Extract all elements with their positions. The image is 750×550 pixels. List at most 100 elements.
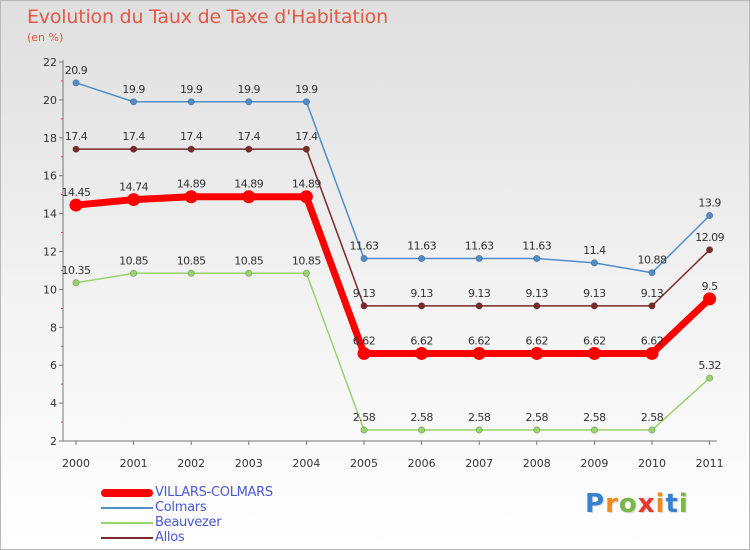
data-point-allos <box>302 145 310 153</box>
legend-item-villars-colmars: VILLARS-COLMARS <box>101 485 361 500</box>
legend-swatch-villars-colmars <box>101 489 153 497</box>
data-label-villars-colmars: 9.5 <box>702 280 718 293</box>
x-tick-label: 2011 <box>696 457 724 470</box>
chart-subtitle: (en %) <box>27 31 64 44</box>
data-point-villars-colmars <box>472 346 486 360</box>
legend-label-allos: Allos <box>155 530 185 545</box>
data-point-beauvezer <box>648 426 656 434</box>
series-line-colmars <box>75 82 711 274</box>
series-line-beauvezer <box>75 272 711 431</box>
data-point-colmars <box>245 98 253 106</box>
data-label-beauvezer: 10.85 <box>292 254 321 267</box>
data-label-beauvezer: 2.58 <box>526 411 549 424</box>
data-point-allos <box>72 145 80 153</box>
data-label-colmars: 10.88 <box>638 254 667 267</box>
data-label-allos: 17.4 <box>122 130 145 143</box>
data-point-beauvezer <box>187 269 195 277</box>
data-label-beauvezer: 10.85 <box>119 254 148 267</box>
x-tick-label: 2002 <box>177 457 205 470</box>
legend-label-colmars: Colmars <box>155 500 207 515</box>
data-label-colmars: 11.4 <box>583 244 606 257</box>
proxiti-logo: Proxiti <box>585 489 689 519</box>
data-label-colmars: 11.63 <box>465 240 494 253</box>
y-tick-label: 14 <box>43 208 57 221</box>
data-label-colmars: 20.9 <box>65 64 88 77</box>
data-label-allos: 9.13 <box>526 287 549 300</box>
y-tick-label: 22 <box>43 56 57 69</box>
y-tick-label: 4 <box>50 397 57 410</box>
data-point-villars-colmars <box>69 198 83 212</box>
data-point-allos <box>475 302 483 310</box>
data-label-beauvezer: 5.32 <box>698 359 721 372</box>
data-label-colmars: 11.63 <box>407 240 436 253</box>
data-point-allos <box>360 302 368 310</box>
data-point-villars-colmars <box>415 346 429 360</box>
data-point-beauvezer <box>705 374 714 382</box>
y-tick-label: 20 <box>43 94 57 107</box>
x-tick-label: 2007 <box>465 457 493 470</box>
data-label-allos: 17.4 <box>238 130 261 143</box>
data-point-villars-colmars <box>242 190 256 204</box>
data-point-allos <box>590 302 599 310</box>
chart-axes: 2 4 6 8 10 12 14 16 18 20 22 2000 2001 2002 2003 2004 20… <box>43 56 724 470</box>
data-label-villars-colmars: 14.74 <box>119 181 148 194</box>
data-label-beauvezer: 2.58 <box>641 411 664 424</box>
data-label-allos: 9.13 <box>353 287 376 300</box>
data-point-beauvezer <box>475 426 483 434</box>
data-point-colmars <box>72 79 80 87</box>
data-point-colmars <box>705 211 714 220</box>
data-label-beauvezer: 10.35 <box>62 264 91 277</box>
y-tick-label: 10 <box>43 283 57 296</box>
data-label-beauvezer: 10.85 <box>177 254 206 267</box>
data-label-villars-colmars: 14.89 <box>234 178 263 191</box>
data-point-beauvezer <box>130 269 138 277</box>
data-point-beauvezer <box>245 269 253 277</box>
data-labels: 14.45 14.74 14.89 14.89 14.89 6.62 6.62 6.62 6.6… <box>62 64 726 424</box>
data-point-allos <box>187 145 195 153</box>
data-point-villars-colmars <box>357 346 371 360</box>
data-label-allos: 17.4 <box>65 130 88 143</box>
logo-letter: i <box>655 489 666 519</box>
legend-swatch-beauvezer <box>101 522 153 524</box>
data-point-villars-colmars <box>703 292 717 306</box>
y-tick-label: 8 <box>50 321 57 334</box>
data-label-villars-colmars: 6.62 <box>526 334 549 347</box>
data-label-villars-colmars: 6.62 <box>468 334 491 347</box>
data-point-colmars <box>533 254 541 263</box>
legend-swatch-colmars <box>101 507 153 509</box>
data-point-villars-colmars <box>645 346 659 360</box>
logo-letter: P <box>585 489 606 519</box>
data-point-colmars <box>187 98 195 106</box>
legend-label-villars-colmars: VILLARS-COLMARS <box>155 485 273 500</box>
legend-label-beauvezer: Beauvezer <box>155 515 222 530</box>
data-point-allos <box>130 145 138 153</box>
data-point-beauvezer <box>590 426 599 434</box>
x-tick-label: 2010 <box>638 457 666 470</box>
data-point-villars-colmars <box>530 346 544 360</box>
data-point-beauvezer <box>417 426 426 434</box>
data-label-villars-colmars: 6.62 <box>583 334 606 347</box>
data-label-villars-colmars: 6.62 <box>641 334 664 347</box>
data-point-beauvezer <box>533 426 541 434</box>
data-label-allos: 9.13 <box>410 287 433 300</box>
x-tick-label: 2005 <box>350 457 378 470</box>
data-point-colmars <box>130 98 138 106</box>
legend-item-beauvezer: Beauvezer <box>101 515 361 530</box>
x-tick-label: 2003 <box>235 457 263 470</box>
y-tick-label: 6 <box>50 359 57 372</box>
logo-letter: i <box>678 489 689 519</box>
data-label-colmars: 13.9 <box>698 196 721 209</box>
data-label-colmars: 19.9 <box>238 83 261 96</box>
x-tick-label: 2000 <box>62 457 90 470</box>
legend-swatch-allos <box>101 537 153 539</box>
data-label-villars-colmars: 14.89 <box>292 178 321 191</box>
y-tick-label: 18 <box>43 132 57 145</box>
data-point-colmars <box>475 254 483 263</box>
x-tick-label: 2008 <box>523 457 551 470</box>
data-point-allos <box>705 246 714 254</box>
data-label-colmars: 19.9 <box>180 83 203 96</box>
data-label-villars-colmars: 14.89 <box>177 178 206 191</box>
legend-item-colmars: Colmars <box>101 500 361 515</box>
data-point-colmars <box>417 254 426 263</box>
